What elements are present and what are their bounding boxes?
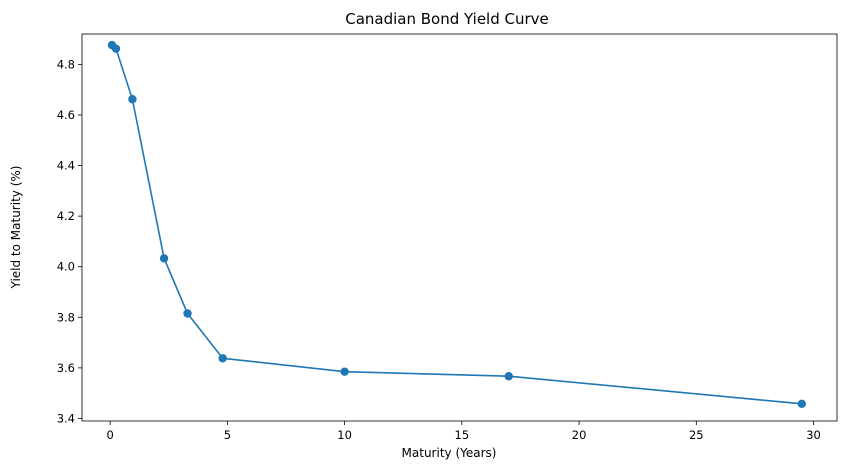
y-axis: 3.4 3.6 3.8 4.0 4.2 4.4 4.6 4.8: [57, 57, 82, 425]
data-point: [159, 254, 169, 263]
x-tick-label: 25: [689, 428, 704, 442]
y-axis-label: Yield to Maturity (%): [9, 166, 23, 290]
data-point: [111, 44, 121, 53]
data-point: [128, 95, 137, 104]
data-point: [218, 354, 227, 363]
y-tick-label: 3.4: [57, 411, 75, 425]
x-tick-label: 20: [572, 428, 587, 442]
data-point: [504, 372, 513, 381]
y-tick-label: 4.6: [57, 108, 75, 122]
data-point: [797, 399, 807, 408]
chart-title: Canadian Bond Yield Curve: [345, 10, 549, 28]
series-layer: [107, 40, 807, 408]
y-tick-label: 3.8: [57, 310, 75, 324]
y-tick-label: 4.2: [57, 209, 75, 223]
x-tick-label: 30: [806, 428, 821, 442]
axes-frame: [81, 33, 838, 422]
x-tick-label: 5: [224, 428, 231, 442]
data-point: [340, 367, 349, 376]
y-tick-label: 3.6: [57, 361, 75, 375]
x-axis-label: Maturity (Years): [402, 446, 497, 460]
x-tick-label: 15: [455, 428, 470, 442]
y-tick-label: 4.0: [57, 260, 75, 274]
data-point: [183, 309, 192, 318]
y-tick-label: 4.4: [57, 159, 75, 173]
y-tick-label: 4.8: [57, 57, 75, 71]
x-tick-label: 10: [337, 428, 352, 442]
plot-area: [81, 33, 838, 422]
x-tick-label: 0: [106, 428, 113, 442]
x-axis: 0 5 10 15 20 25 30: [106, 421, 821, 442]
